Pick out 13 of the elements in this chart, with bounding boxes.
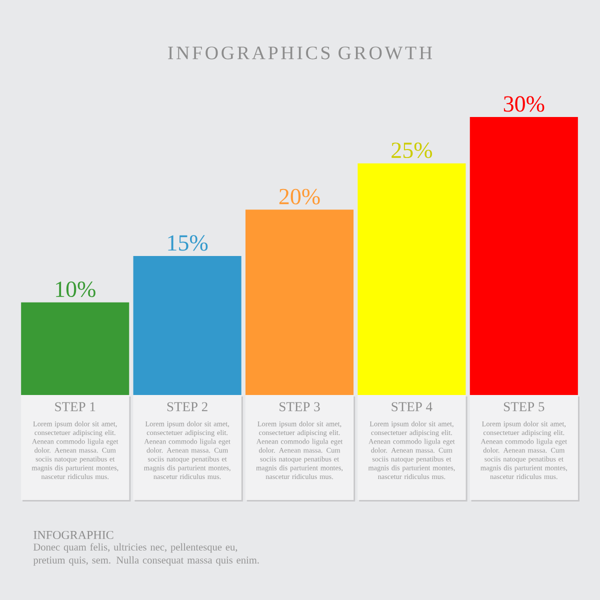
x-tick-label: STEP 2 bbox=[167, 402, 208, 412]
x-tick-label: STEP 5 bbox=[504, 402, 544, 412]
text: Donec quam felis, ultricies nec, pellentesque eu, pretium quis, sem. Nulla consequat massa quis enim. bbox=[33, 543, 259, 566]
data-label: 20% bbox=[279, 188, 320, 204]
text: INFOGRAPHIC bbox=[34, 530, 114, 540]
x-tick-label: STEP 3 bbox=[280, 402, 320, 412]
data-label: 10% bbox=[56, 282, 96, 298]
data-label: 25% bbox=[392, 142, 432, 158]
x-tick-label: STEP 4 bbox=[392, 402, 432, 412]
data-label: 30% bbox=[504, 96, 544, 112]
x-tick-label: STEP 1 bbox=[55, 402, 96, 412]
data-label: 15% bbox=[168, 235, 208, 251]
chart-title: INFOGRAPHICS GROWTH bbox=[168, 46, 432, 60]
